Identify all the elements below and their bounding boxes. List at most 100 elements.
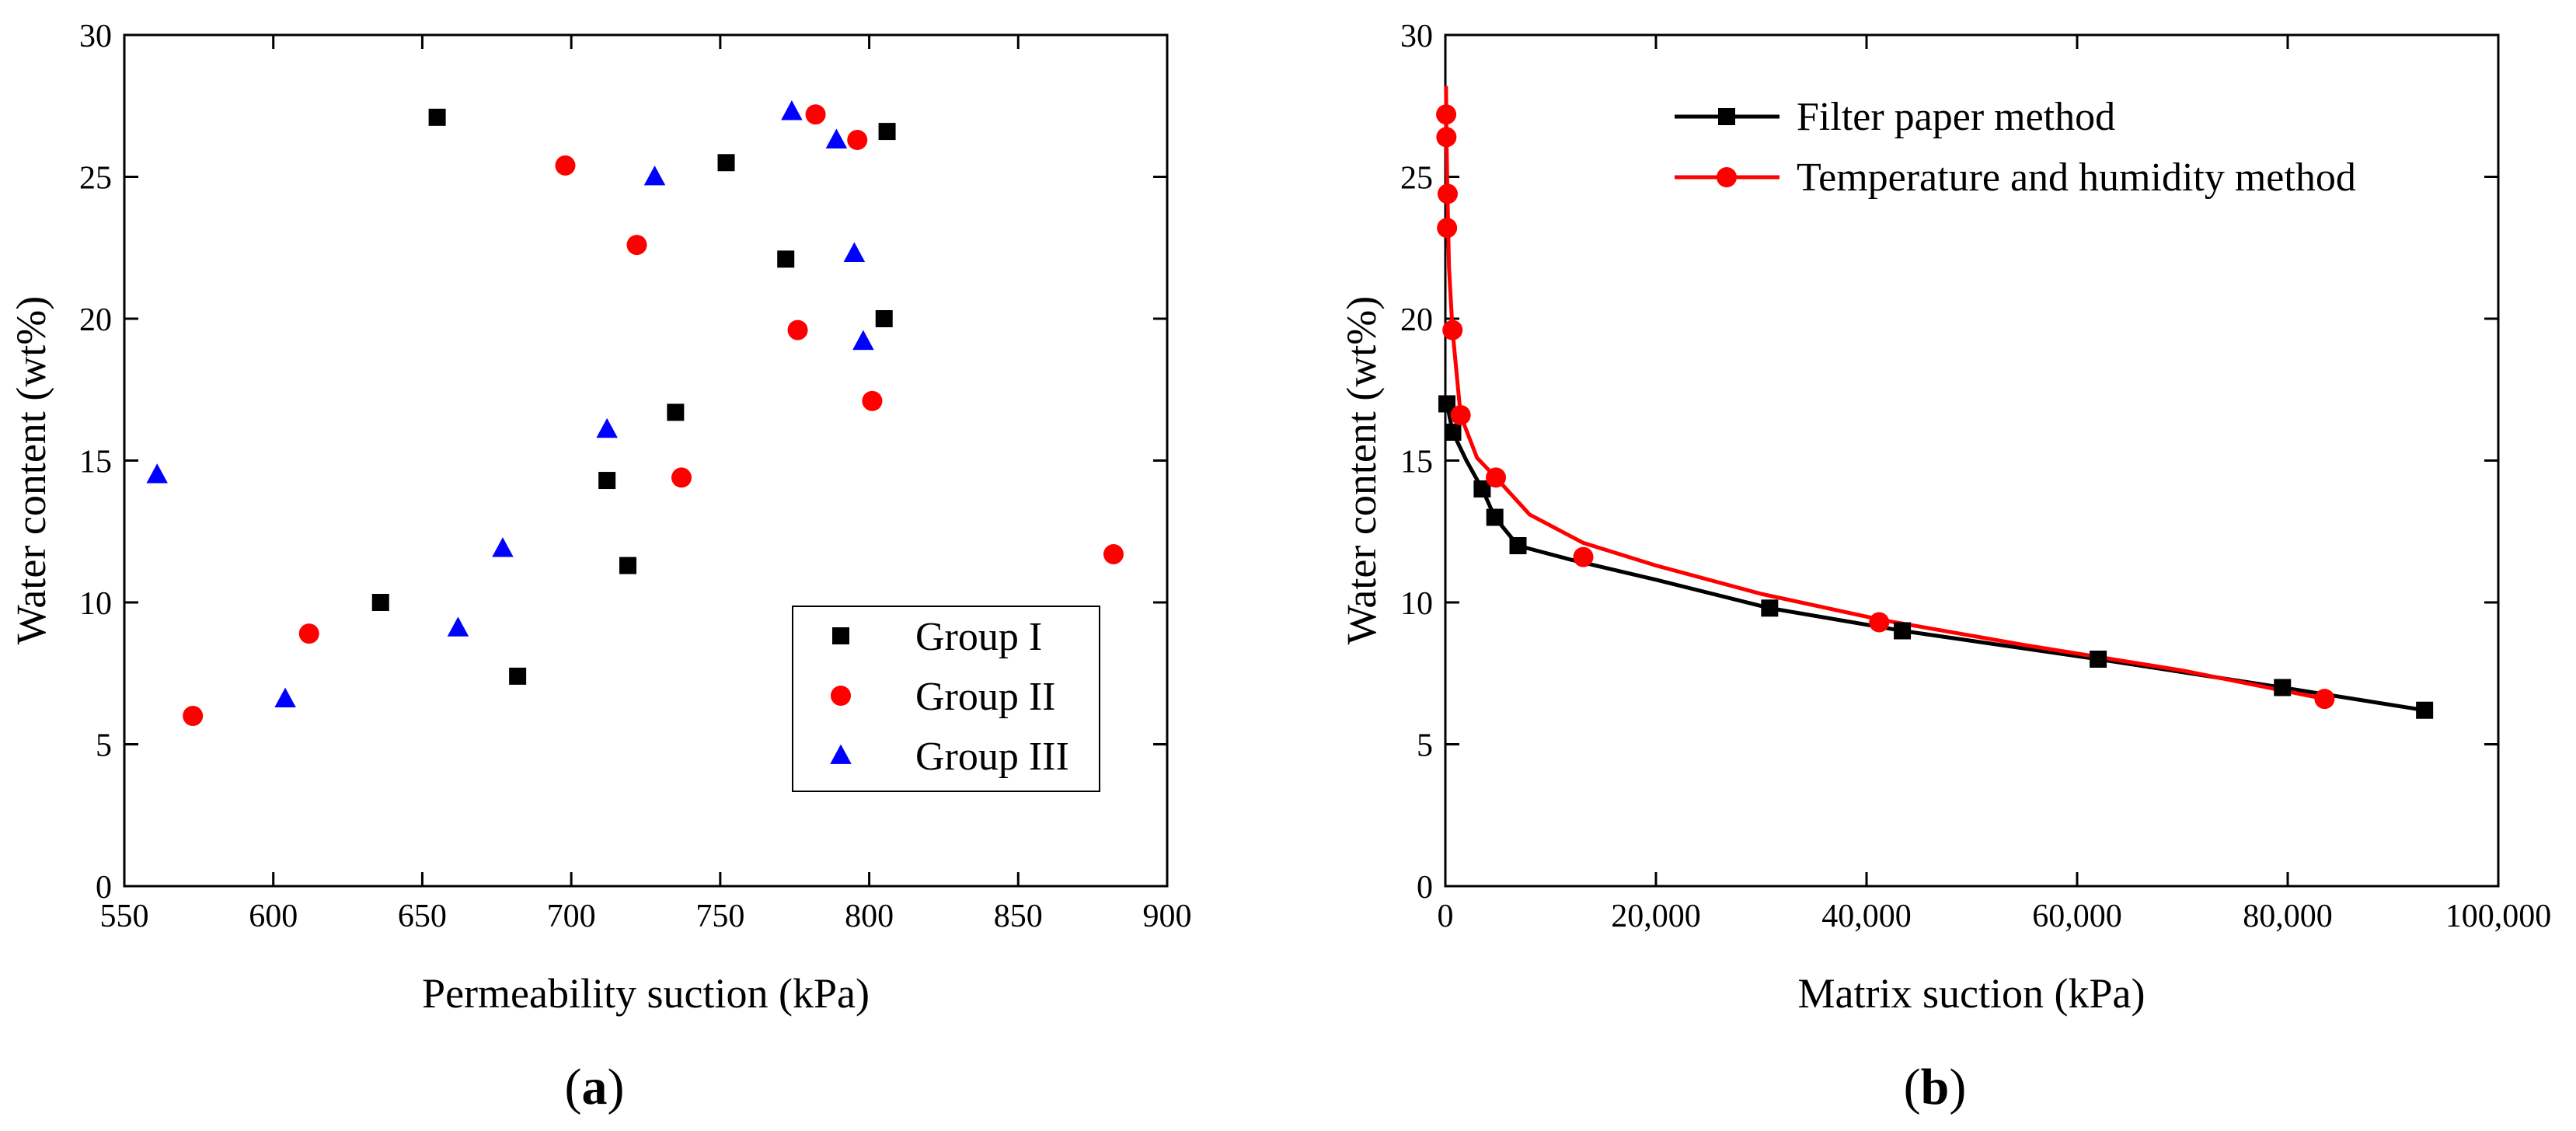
data-point-group-i <box>878 123 896 141</box>
y-tick-label: 5 <box>96 728 112 764</box>
data-point-group-ii <box>847 130 868 151</box>
x-tick-label: 80,000 <box>2243 899 2333 934</box>
data-point-group-i <box>428 108 446 126</box>
data-point-temperature-and-humidity-method <box>1450 405 1471 426</box>
legend-label: Group II <box>915 675 1056 719</box>
y-tick-label: 30 <box>1400 19 1433 54</box>
data-point-filter-paper-method <box>1473 480 1491 497</box>
data-point-temperature-and-humidity-method <box>1442 319 1463 340</box>
x-tick-label: 40,000 <box>1821 899 1912 934</box>
x-tick-label: 850 <box>994 899 1043 934</box>
x-tick-label: 20,000 <box>1611 899 1701 934</box>
data-point-group-i <box>509 667 527 685</box>
data-point-group-ii <box>626 235 647 256</box>
y-tick-label: 15 <box>1400 445 1433 480</box>
y-tick-label: 10 <box>79 586 112 622</box>
x-axis-label-a: Permeability suction (kPa) <box>422 970 870 1017</box>
data-point-group-iii <box>852 330 874 351</box>
y-tick-label: 5 <box>1417 728 1433 764</box>
y-tick-label: 10 <box>1400 586 1433 622</box>
data-point-group-ii <box>787 319 808 340</box>
data-point-group-i <box>371 594 389 611</box>
x-tick-label: 0 <box>1438 899 1454 934</box>
data-point-temperature-and-humidity-method <box>1573 546 1594 567</box>
x-tick-label: 750 <box>695 899 744 934</box>
data-point-temperature-and-humidity-method <box>1436 127 1457 148</box>
y-tick-label: 0 <box>1417 870 1433 906</box>
x-tick-label: 900 <box>1143 899 1192 934</box>
data-point-temperature-and-humidity-method <box>1486 467 1507 488</box>
legend-label: Group III <box>915 735 1069 779</box>
data-point-group-ii <box>555 155 576 176</box>
data-point-filter-paper-method <box>2090 651 2107 668</box>
data-point-group-i <box>667 403 685 421</box>
y-axis-label-b: Water content (wt%) <box>1338 296 1385 644</box>
series-line-filter-paper-method <box>1445 403 2425 713</box>
data-point-group-iii <box>146 463 168 483</box>
data-point-filter-paper-method <box>1894 622 1912 640</box>
data-point-filter-paper-method <box>1444 424 1462 441</box>
data-point-group-ii <box>805 104 826 125</box>
chart-a: 550 600 650 700 750 800 850 900 0 5 10 15 20 25 30 Per… <box>8 19 1192 1115</box>
y-tick-label: 15 <box>79 445 112 480</box>
chart-b: 0 20,000 40,000 60,000 80,000 100,000 0 5 10 15 20… <box>1338 19 2551 1115</box>
data-point-group-iii <box>596 417 618 438</box>
data-point-group-iii <box>274 687 296 707</box>
data-point-group-i <box>598 472 616 490</box>
data-point-temperature-and-humidity-method <box>1437 218 1458 239</box>
y-tick-label: 25 <box>1400 161 1433 197</box>
panel-label-b: (b) <box>1904 1059 1967 1115</box>
data-point-group-ii <box>298 623 319 644</box>
x-tick-label: 800 <box>845 899 894 934</box>
data-point-filter-paper-method <box>1761 599 1779 617</box>
panel-label-a: (a) <box>565 1059 625 1115</box>
legend-marker-filter-paper-method <box>1718 108 1735 125</box>
legend-a: Group I Group II Group III <box>792 606 1100 792</box>
data-point-group-i <box>875 310 893 327</box>
y-tick-label: 25 <box>79 161 112 197</box>
data-point-group-iii <box>492 537 514 557</box>
data-point-group-iii <box>843 242 866 262</box>
y-tick-label: 30 <box>79 19 112 54</box>
data-point-filter-paper-method <box>2416 701 2434 719</box>
x-tick-label: 700 <box>547 899 596 934</box>
legend-b: Filter paper method Temperature and humid… <box>1675 95 2356 200</box>
data-point-group-iii <box>643 165 666 186</box>
data-point-temperature-and-humidity-method <box>1436 104 1457 125</box>
legend-label: Group I <box>915 615 1042 659</box>
data-point-filter-paper-method <box>1438 395 1456 413</box>
y-tick-label: 20 <box>1400 302 1433 338</box>
x-tick-label: 550 <box>100 899 149 934</box>
legend-label: Temperature and humidity method <box>1797 155 2356 200</box>
data-point-group-ii <box>1103 543 1124 564</box>
x-tick-label: 650 <box>398 899 447 934</box>
x-tick-label: 100,000 <box>2445 899 2552 934</box>
x-tick-label: 600 <box>249 899 298 934</box>
data-point-group-ii <box>862 390 883 411</box>
data-point-group-iii <box>825 128 848 148</box>
data-point-group-ii <box>183 706 204 726</box>
y-tick-label: 0 <box>96 870 112 906</box>
data-point-temperature-and-humidity-method <box>2314 689 2335 710</box>
y-tick-label: 20 <box>79 302 112 338</box>
data-point-group-ii <box>671 467 692 488</box>
data-point-filter-paper-method <box>1509 537 1527 554</box>
data-point-group-i <box>777 250 795 268</box>
data-point-filter-paper-method <box>2274 679 2292 696</box>
legend-marker-temperature-and-humidity-method <box>1717 167 1737 187</box>
legend-marker-group-ii <box>831 686 851 706</box>
data-point-filter-paper-method <box>1486 508 1504 526</box>
data-point-group-iii <box>447 616 469 637</box>
data-point-temperature-and-humidity-method <box>1437 183 1458 204</box>
data-point-group-iii <box>781 100 803 120</box>
data-point-group-i <box>717 154 735 172</box>
legend-marker-group-i <box>832 627 849 644</box>
x-axis-label-b: Matrix suction (kPa) <box>1798 970 2146 1017</box>
x-tick-label: 60,000 <box>2032 899 2122 934</box>
data-point-group-i <box>619 557 636 574</box>
data-point-temperature-and-humidity-method <box>1869 612 1890 633</box>
y-axis-label-a: Water content (wt%) <box>8 296 54 644</box>
legend-label: Filter paper method <box>1797 95 2115 139</box>
legend-marker-group-iii <box>830 744 852 764</box>
